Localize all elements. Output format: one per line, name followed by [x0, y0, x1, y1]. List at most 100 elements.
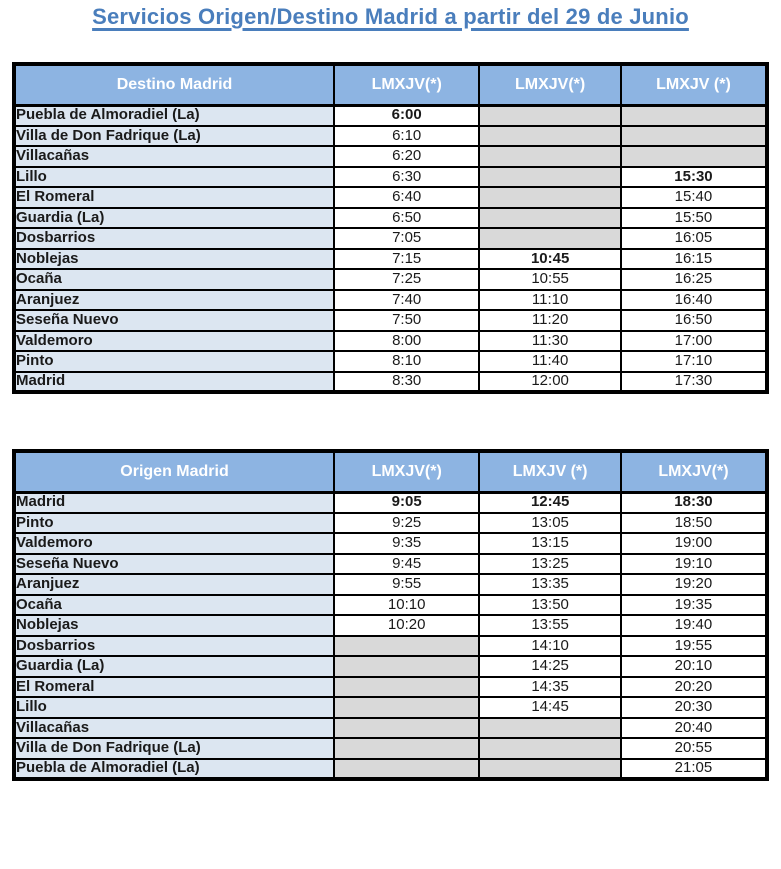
- no-service-cell: [478, 757, 622, 780]
- station-cell: El Romeral: [12, 186, 336, 209]
- station-cell: Ocaña: [12, 268, 336, 291]
- no-service-cell: [478, 206, 622, 229]
- departure-time-cell: 6:50: [333, 206, 481, 229]
- departure-time-cell: 19:35: [619, 593, 769, 616]
- departure-time-cell: 7:40: [333, 288, 481, 311]
- timetable-row: Madrid 8:30 12:00 17:30: [12, 370, 769, 393]
- origen-madrid-table: Origen Madrid LMXJV(*) LMXJV (*) LMXJV(*) Ma…: [12, 449, 769, 781]
- station-cell: Lillo: [12, 165, 336, 188]
- timetable-row: Aranjuez 9:55 13:35 19:20: [12, 573, 769, 596]
- departure-time-cell: 8:30: [333, 370, 481, 393]
- station-cell: Lillo: [12, 696, 336, 719]
- departure-time-cell: 17:00: [619, 329, 769, 352]
- no-service-cell: [478, 716, 622, 739]
- departure-time-cell: 13:25: [478, 552, 622, 575]
- service-days-header: LMXJV(*): [478, 63, 622, 107]
- station-cell: Noblejas: [12, 614, 336, 637]
- departure-time-cell: 11:10: [478, 288, 622, 311]
- route-direction-header: Destino Madrid: [12, 63, 336, 107]
- station-cell: Pinto: [12, 511, 336, 534]
- station-cell: Puebla de Almoradiel (La): [12, 757, 336, 780]
- departure-time-cell: 20:20: [619, 675, 769, 698]
- departure-time-cell: 13:55: [478, 614, 622, 637]
- departure-time-cell: 19:00: [619, 532, 769, 555]
- timetable-row: Ocaña 7:25 10:55 16:25: [12, 268, 769, 291]
- departure-time-cell: 19:55: [619, 634, 769, 657]
- station-cell: Valdemoro: [12, 329, 336, 352]
- timetable-row: Guardia (La) 6:50 15:50: [12, 206, 769, 229]
- timetable-row: Noblejas 7:15 10:45 16:15: [12, 247, 769, 270]
- departure-time-cell: 20:40: [619, 716, 769, 739]
- no-service-cell: [478, 165, 622, 188]
- departure-time-cell: 9:45: [333, 552, 481, 575]
- route-direction-header: Origen Madrid: [12, 450, 336, 494]
- timetable-row: Aranjuez 7:40 11:10 16:40: [12, 288, 769, 311]
- no-service-cell: [619, 124, 769, 147]
- departure-time-cell: 21:05: [619, 757, 769, 780]
- departure-time-cell: 14:35: [478, 675, 622, 698]
- departure-time-cell: 17:30: [619, 370, 769, 393]
- no-service-cell: [478, 186, 622, 209]
- station-cell: Aranjuez: [12, 288, 336, 311]
- station-cell: Villa de Don Fadrique (La): [12, 124, 336, 147]
- departure-time-cell: 8:10: [333, 350, 481, 373]
- timetable-row: Lillo 14:45 20:30: [12, 696, 769, 719]
- timetable-row: Valdemoro 9:35 13:15 19:00: [12, 532, 769, 555]
- departure-time-cell: 15:40: [619, 186, 769, 209]
- no-service-cell: [333, 634, 481, 657]
- departure-time-cell: 11:20: [478, 309, 622, 332]
- no-service-cell: [478, 104, 622, 127]
- station-cell: Villacañas: [12, 716, 336, 739]
- station-cell: Valdemoro: [12, 532, 336, 555]
- departure-time-cell: 7:50: [333, 309, 481, 332]
- departure-time-cell: 10:45: [478, 247, 622, 270]
- page-title: Servicios Origen/Destino Madrid a partir…: [92, 4, 689, 29]
- departure-time-cell: 7:25: [333, 268, 481, 291]
- no-service-cell: [478, 737, 622, 760]
- timetable-row: Pinto 9:25 13:05 18:50: [12, 511, 769, 534]
- departure-time-cell: 20:30: [619, 696, 769, 719]
- departure-time-cell: 19:40: [619, 614, 769, 637]
- departure-time-cell: 10:20: [333, 614, 481, 637]
- station-cell: Aranjuez: [12, 573, 336, 596]
- departure-time-cell: 18:30: [619, 491, 769, 514]
- timetable-row: Valdemoro 8:00 11:30 17:00: [12, 329, 769, 352]
- station-cell: Guardia (La): [12, 655, 336, 678]
- no-service-cell: [333, 696, 481, 719]
- departure-time-cell: 19:10: [619, 552, 769, 575]
- station-cell: Dosbarrios: [12, 227, 336, 250]
- service-days-header: LMXJV(*): [619, 450, 769, 494]
- departure-time-cell: 11:30: [478, 329, 622, 352]
- departure-time-cell: 7:15: [333, 247, 481, 270]
- no-service-cell: [333, 757, 481, 780]
- departure-time-cell: 9:55: [333, 573, 481, 596]
- no-service-cell: [333, 716, 481, 739]
- departure-time-cell: 15:50: [619, 206, 769, 229]
- timetable-row: Puebla de Almoradiel (La) 21:05: [12, 757, 769, 780]
- timetable-row: Seseña Nuevo 7:50 11:20 16:50: [12, 309, 769, 332]
- departure-time-cell: 9:35: [333, 532, 481, 555]
- timetable-row: Seseña Nuevo 9:45 13:25 19:10: [12, 552, 769, 575]
- no-service-cell: [478, 145, 622, 168]
- departure-time-cell: 14:45: [478, 696, 622, 719]
- departure-time-cell: 16:40: [619, 288, 769, 311]
- timetable-row: Pinto 8:10 11:40 17:10: [12, 350, 769, 373]
- departure-time-cell: 13:50: [478, 593, 622, 616]
- no-service-cell: [333, 655, 481, 678]
- station-cell: Seseña Nuevo: [12, 552, 336, 575]
- departure-time-cell: 20:55: [619, 737, 769, 760]
- no-service-cell: [333, 737, 481, 760]
- departure-time-cell: 19:20: [619, 573, 769, 596]
- timetable-row: Villacañas 20:40: [12, 716, 769, 739]
- station-cell: El Romeral: [12, 675, 336, 698]
- timetable-row: Dosbarrios 7:05 16:05: [12, 227, 769, 250]
- departure-time-cell: 17:10: [619, 350, 769, 373]
- timetable-row: Dosbarrios 14:10 19:55: [12, 634, 769, 657]
- station-cell: Villa de Don Fadrique (La): [12, 737, 336, 760]
- departure-time-cell: 6:20: [333, 145, 481, 168]
- service-days-header: LMXJV(*): [333, 63, 481, 107]
- header-row: Origen Madrid LMXJV(*) LMXJV (*) LMXJV(*): [12, 450, 769, 494]
- departure-time-cell: 16:05: [619, 227, 769, 250]
- departure-time-cell: 6:10: [333, 124, 481, 147]
- departure-time-cell: 9:25: [333, 511, 481, 534]
